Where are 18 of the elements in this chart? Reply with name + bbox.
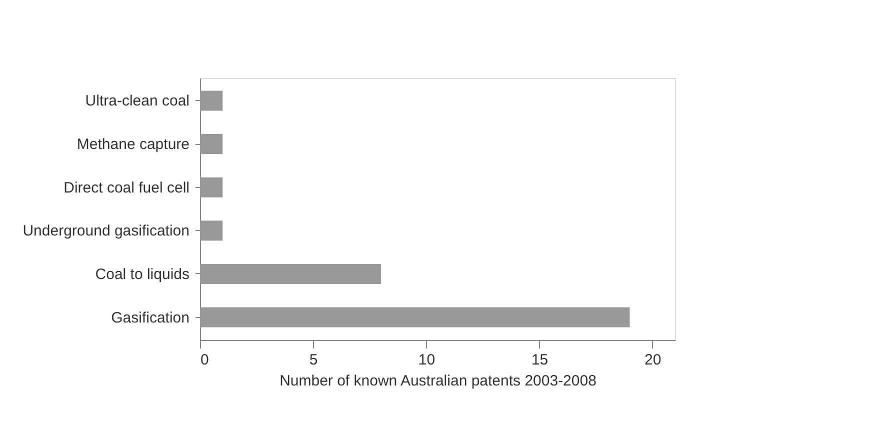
bar — [200, 177, 223, 198]
x-tick-label: 10 — [418, 352, 436, 368]
y-tick-label: Gasification — [111, 309, 190, 326]
bar — [200, 220, 223, 241]
bar — [200, 307, 630, 328]
x-tick-label: 15 — [531, 352, 548, 368]
x-axis-title: Number of known Australian patents 2003-2008 — [280, 372, 596, 390]
y-tick-label: Ultra-clean coal — [85, 92, 190, 110]
bar — [200, 134, 223, 154]
bar — [200, 264, 381, 284]
x-tick-label: 5 — [309, 352, 318, 368]
y-tick-label: Coal to liquids — [95, 266, 190, 283]
y-tick-label: Underground gasification — [22, 222, 190, 240]
y-tick-label: Direct coal fuel cell — [64, 179, 190, 196]
x-tick-label: 0 — [200, 352, 209, 368]
bar — [200, 90, 223, 111]
y-tick-label: Methane capture — [76, 136, 190, 154]
x-tick-label: 20 — [644, 352, 662, 368]
